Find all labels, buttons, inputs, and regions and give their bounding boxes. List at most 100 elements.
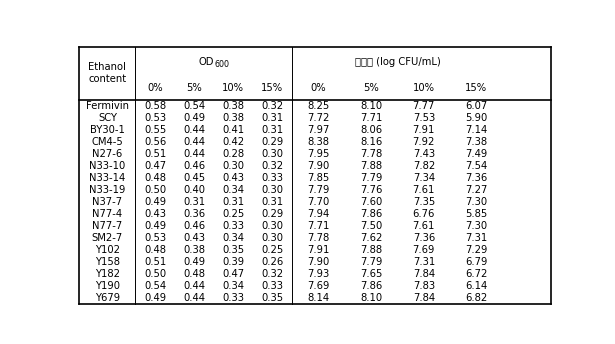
Text: 0.28: 0.28	[222, 149, 244, 159]
Text: 7.79: 7.79	[308, 184, 330, 195]
Text: 0.48: 0.48	[144, 245, 166, 255]
Text: N37-7: N37-7	[92, 196, 122, 206]
Text: 7.65: 7.65	[360, 269, 383, 279]
Text: N33-19: N33-19	[89, 184, 125, 195]
Text: 7.49: 7.49	[465, 149, 488, 159]
Text: 0.33: 0.33	[222, 221, 244, 230]
Text: 0.48: 0.48	[144, 173, 166, 183]
Text: 6.79: 6.79	[465, 257, 488, 267]
Text: 0.48: 0.48	[183, 269, 205, 279]
Text: 7.82: 7.82	[413, 161, 435, 171]
Text: 7.61: 7.61	[413, 184, 435, 195]
Text: 0.54: 0.54	[183, 100, 205, 110]
Text: 7.50: 7.50	[360, 221, 383, 230]
Text: 600: 600	[215, 61, 230, 69]
Text: 8.10: 8.10	[360, 292, 383, 302]
Text: 0.33: 0.33	[222, 292, 244, 302]
Text: 7.86: 7.86	[360, 280, 383, 291]
Text: 7.84: 7.84	[413, 269, 435, 279]
Text: SM2-7: SM2-7	[92, 233, 123, 243]
Text: 0.35: 0.35	[222, 245, 244, 255]
Text: 0.40: 0.40	[183, 184, 205, 195]
Text: N33-14: N33-14	[89, 173, 125, 183]
Text: BY30-1: BY30-1	[90, 125, 125, 135]
Text: 0.25: 0.25	[222, 208, 244, 218]
Text: 7.34: 7.34	[413, 173, 435, 183]
Text: 7.95: 7.95	[308, 149, 330, 159]
Text: 0.31: 0.31	[222, 196, 244, 206]
Text: 0.50: 0.50	[144, 184, 166, 195]
Text: 7.94: 7.94	[308, 208, 330, 218]
Text: Y182: Y182	[95, 269, 120, 279]
Text: 7.35: 7.35	[413, 196, 435, 206]
Text: 7.27: 7.27	[465, 184, 488, 195]
Text: 7.97: 7.97	[308, 125, 330, 135]
Text: 0.51: 0.51	[144, 149, 166, 159]
Text: 0.30: 0.30	[261, 233, 284, 243]
Text: 0.41: 0.41	[222, 125, 244, 135]
Text: 0.50: 0.50	[144, 269, 166, 279]
Text: 0.30: 0.30	[261, 149, 284, 159]
Text: 0.38: 0.38	[222, 112, 244, 122]
Text: 7.31: 7.31	[413, 257, 435, 267]
Text: 0.47: 0.47	[144, 161, 166, 171]
Text: 7.85: 7.85	[308, 173, 330, 183]
Text: 7.78: 7.78	[308, 233, 330, 243]
Text: 0.35: 0.35	[261, 292, 284, 302]
Text: 0.45: 0.45	[183, 173, 205, 183]
Text: 8.38: 8.38	[308, 137, 330, 147]
Text: 7.60: 7.60	[360, 196, 383, 206]
Text: SCY: SCY	[98, 112, 117, 122]
Text: 0.29: 0.29	[261, 137, 284, 147]
Text: 0.43: 0.43	[183, 233, 205, 243]
Text: 8.10: 8.10	[360, 100, 383, 110]
Text: 8.16: 8.16	[360, 137, 383, 147]
Text: 0.29: 0.29	[261, 208, 284, 218]
Text: 6.07: 6.07	[465, 100, 488, 110]
Text: 0.33: 0.33	[261, 280, 284, 291]
Text: 5.85: 5.85	[465, 208, 488, 218]
Text: 0.43: 0.43	[144, 208, 166, 218]
Text: 7.91: 7.91	[308, 245, 330, 255]
Text: 7.79: 7.79	[360, 257, 383, 267]
Text: 0.53: 0.53	[144, 112, 166, 122]
Text: 6.76: 6.76	[413, 208, 435, 218]
Text: Fermivin: Fermivin	[86, 100, 129, 110]
Text: 7.54: 7.54	[465, 161, 488, 171]
Text: 7.14: 7.14	[465, 125, 488, 135]
Text: 7.61: 7.61	[413, 221, 435, 230]
Text: 생균수 (log CFU/mL): 생균수 (log CFU/mL)	[354, 57, 440, 67]
Text: 0.58: 0.58	[144, 100, 166, 110]
Text: 7.36: 7.36	[413, 233, 435, 243]
Text: 7.84: 7.84	[413, 292, 435, 302]
Text: 7.31: 7.31	[465, 233, 488, 243]
Text: 0.34: 0.34	[222, 233, 244, 243]
Text: 7.71: 7.71	[360, 112, 383, 122]
Text: 0%: 0%	[147, 83, 163, 93]
Text: 6.14: 6.14	[465, 280, 488, 291]
Text: 7.90: 7.90	[308, 257, 330, 267]
Text: 0.26: 0.26	[261, 257, 284, 267]
Text: 5%: 5%	[363, 83, 379, 93]
Text: 0.44: 0.44	[183, 125, 205, 135]
Text: Ethanol
content: Ethanol content	[89, 62, 127, 84]
Text: 0.30: 0.30	[261, 221, 284, 230]
Text: 0.30: 0.30	[222, 161, 244, 171]
Text: N27-6: N27-6	[92, 149, 122, 159]
Text: Y679: Y679	[95, 292, 120, 302]
Text: CM4-5: CM4-5	[92, 137, 123, 147]
Text: 7.76: 7.76	[360, 184, 383, 195]
Text: 0.49: 0.49	[144, 196, 166, 206]
Text: 0.55: 0.55	[144, 125, 166, 135]
Text: 8.25: 8.25	[308, 100, 330, 110]
Text: 0.32: 0.32	[261, 269, 284, 279]
Text: 0.31: 0.31	[183, 196, 205, 206]
Text: 0.42: 0.42	[222, 137, 244, 147]
Text: 0.53: 0.53	[144, 233, 166, 243]
Text: N33-10: N33-10	[89, 161, 125, 171]
Text: 0.49: 0.49	[183, 257, 205, 267]
Text: 0.47: 0.47	[222, 269, 244, 279]
Text: 7.77: 7.77	[413, 100, 435, 110]
Text: 7.91: 7.91	[413, 125, 435, 135]
Text: 0.44: 0.44	[183, 280, 205, 291]
